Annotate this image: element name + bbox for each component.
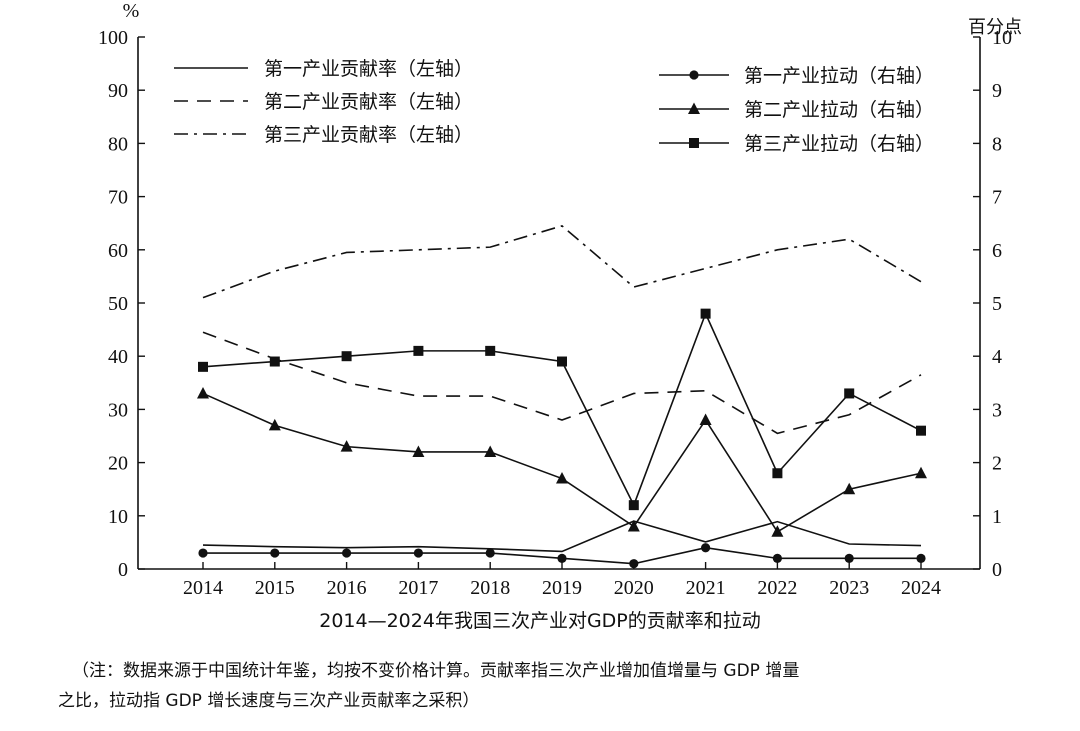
left-tick-label: 40	[108, 346, 128, 368]
right-tick-label: 5	[992, 293, 1002, 315]
series-5-point	[268, 418, 281, 431]
chart-title: 2014—2024年我国三次产业对GDP的贡献率和拉动	[319, 610, 761, 632]
series-6-point	[772, 468, 783, 479]
x-tick-label: 2022	[757, 577, 797, 599]
legend: 第一产业贡献率（左轴） 第二产业贡献率（左轴） 第三产业贡献率（左轴） 第一产业拉动（…	[174, 58, 934, 155]
series-6-point	[413, 345, 424, 356]
left-tick-label: 80	[108, 133, 128, 155]
series-5-point	[627, 519, 640, 532]
legend-label: 第一产业贡献率（左轴）	[264, 58, 473, 80]
series-4-point	[916, 553, 926, 563]
series-5-point	[197, 386, 209, 399]
series-line-1	[202, 520, 922, 553]
right-tick-label: 9	[992, 80, 1002, 102]
series-4-point	[342, 548, 352, 558]
chart-axes: 0 10 20 30 40 50 60 70 80 90 100 0 1 2 3 4 5 6 7 8 9 10% 百分点 20…	[98, 0, 1022, 599]
series-4-point	[772, 553, 783, 563]
x-tick-label: 2021	[686, 577, 726, 599]
left-tick-label: 20	[108, 453, 128, 475]
series-6-point	[628, 500, 639, 511]
x-tick-label: 2024	[901, 577, 941, 599]
right-tick-label: 8	[992, 133, 1002, 155]
contribution-chart: 0 10 20 30 40 50 60 70 80 90 100 0 1 2 3 4 5 6 7 8 9 10% 百分点 20…	[98, 0, 1022, 599]
left-axis-unit: %	[123, 0, 140, 22]
x-tick-label: 2015	[255, 577, 295, 599]
series-4-point	[198, 548, 208, 558]
series-4-point	[701, 543, 711, 553]
legend-marker	[689, 138, 699, 148]
x-tick-label: 2016	[327, 577, 367, 599]
series-4-point	[844, 553, 854, 563]
left-tick-label: 30	[108, 399, 128, 421]
series-4-point	[629, 559, 639, 569]
series-5-point	[484, 445, 497, 457]
chart-note: （注：数据来源于中国统计年鉴，均按不变价格计算。贡献率指三次产业增加值增量与 G…	[58, 656, 1047, 716]
series-5-point	[699, 413, 712, 426]
series-5-point	[340, 440, 353, 452]
series-6-point	[269, 356, 280, 367]
left-tick-label: 70	[108, 187, 128, 209]
series-6-point	[916, 425, 926, 436]
legend-label: 第二产业贡献率（左轴）	[264, 91, 473, 113]
right-tick-label: 10	[992, 27, 1012, 49]
left-tick-label: 50	[108, 293, 128, 315]
legend-label: 第一产业拉动（右轴）	[744, 65, 934, 87]
series-6-point	[700, 308, 711, 319]
x-tick-label: 2018	[470, 577, 510, 599]
note-line-1: （注：数据来源于中国统计年鉴，均按不变价格计算。贡献率指三次产业增加值增量与 G…	[72, 661, 800, 681]
x-tick-label: 2014	[183, 577, 223, 599]
x-tick-label: 2020	[614, 577, 654, 599]
series-6-point	[485, 345, 496, 356]
left-tick-label: 10	[108, 506, 128, 528]
left-tick-label: 100	[98, 27, 128, 49]
series-4-point	[270, 548, 280, 558]
series-4-point	[413, 548, 423, 558]
x-tick-label: 2019	[542, 577, 582, 599]
left-tick-label: 90	[108, 80, 128, 102]
right-tick-label: 0	[992, 559, 1002, 581]
right-tick-label: 6	[992, 240, 1002, 262]
right-axis-unit: 百分点	[968, 17, 1022, 38]
series-5-point	[771, 525, 784, 537]
series-6-point	[844, 388, 855, 399]
series-line-3	[202, 224, 922, 299]
series-4-point	[485, 548, 495, 558]
right-tick-label: 3	[992, 399, 1002, 421]
right-tick-label: 4	[992, 346, 1002, 368]
series-6-point	[198, 361, 208, 372]
series-5-point	[843, 482, 856, 495]
legend-label: 第三产业拉动（右轴）	[744, 133, 934, 155]
left-tick-label: 0	[118, 559, 128, 581]
series-5-point	[412, 445, 425, 457]
series-6-point	[557, 356, 567, 367]
series-4-point	[557, 553, 567, 563]
series-line-2	[202, 331, 922, 435]
series-5-point	[556, 472, 568, 484]
series-line-5	[202, 392, 922, 533]
series-6-point	[341, 351, 352, 362]
legend-marker	[688, 102, 700, 114]
series-5-point	[915, 466, 927, 479]
x-tick-label: 2023	[829, 577, 869, 599]
legend-label: 第三产业贡献率（左轴）	[264, 124, 473, 146]
right-tick-label: 1	[992, 506, 1002, 528]
note-line-2: 之比，拉动指 GDP 增长速度与三次产业贡献率之采积）	[58, 691, 480, 711]
legend-marker	[689, 70, 699, 80]
series-layer	[197, 224, 927, 569]
right-tick-label: 2	[992, 453, 1002, 475]
legend-label: 第二产业拉动（右轴）	[744, 99, 934, 121]
right-tick-label: 7	[992, 187, 1002, 209]
x-tick-label: 2017	[398, 577, 438, 599]
left-tick-label: 60	[108, 240, 128, 262]
